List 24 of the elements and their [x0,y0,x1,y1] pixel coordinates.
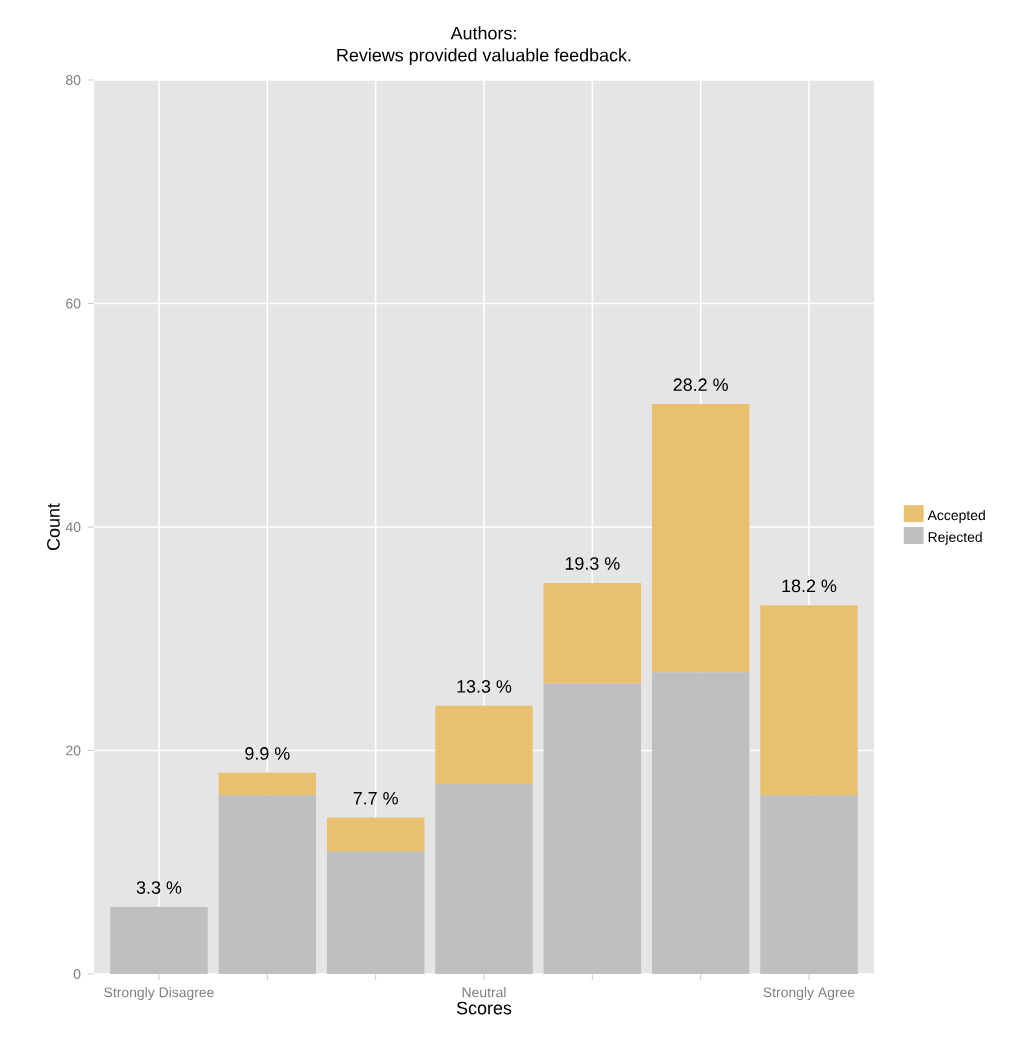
bar [760,605,858,796]
bar [218,772,317,796]
chart-title: Authors: [450,26,516,40]
x-axis-title: Scores [456,1001,512,1015]
annotation: 3.3 % [136,881,182,894]
annotation: 13.3 % [457,680,512,693]
bar [760,795,858,974]
annotation: 7.7 % [353,791,398,805]
annotation: 9.9 % [245,747,290,760]
y-axis-title: Count [47,503,60,551]
annotation: 19.3 % [565,557,620,570]
bar [110,906,208,974]
bar [326,817,425,852]
annotation: 18.2 % [782,579,837,593]
chart-subtitle: Reviews provided valuable feedback. [337,48,631,65]
bar [435,784,533,974]
bar [435,705,533,785]
bar [651,404,750,673]
bar [543,683,642,974]
annotation: 28.2 % [673,378,728,392]
bar [326,851,425,974]
bar [218,795,317,974]
bar [651,672,750,974]
bar [543,582,642,684]
